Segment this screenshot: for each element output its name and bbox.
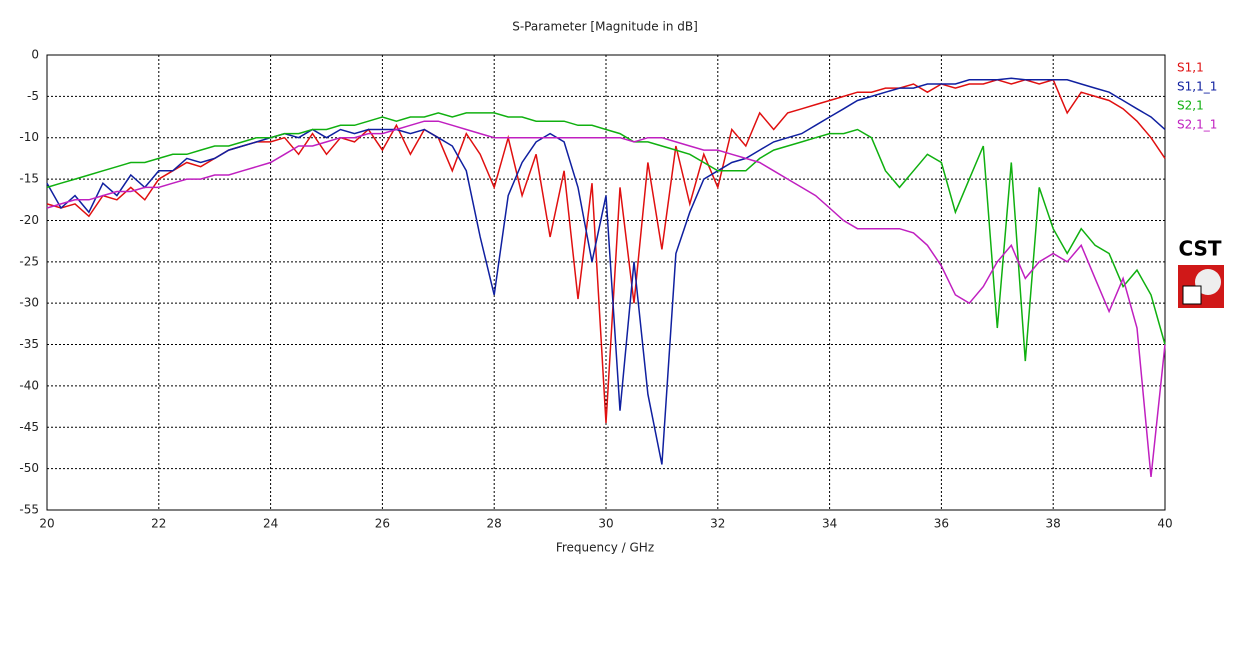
y-tick-label: -20 [19, 213, 39, 227]
x-tick-label: 34 [822, 517, 837, 531]
x-tick-label: 26 [375, 517, 390, 531]
legend-label: S1,1 [1177, 61, 1204, 75]
y-tick-label: 0 [31, 48, 39, 62]
x-tick-label: 28 [487, 517, 502, 531]
chart-title: S-Parameter [Magnitude in dB] [512, 20, 698, 34]
y-tick-label: -5 [27, 89, 39, 103]
x-tick-label: 38 [1046, 517, 1061, 531]
y-tick-label: -25 [19, 254, 39, 268]
logo-cube [1182, 285, 1202, 305]
legend-label: S1,1_1 [1177, 80, 1217, 94]
y-tick-label: -50 [19, 461, 39, 475]
logo-text: CST [1178, 237, 1221, 261]
y-tick-label: -35 [19, 337, 39, 351]
series-line [46, 120, 1166, 477]
plot-frame [46, 54, 1166, 511]
x-tick-label: 40 [1157, 517, 1172, 531]
legend-label: S2,1 [1177, 99, 1204, 113]
series-line [46, 112, 1166, 362]
x-tick-label: 32 [710, 517, 725, 531]
x-tick-label: 36 [934, 517, 949, 531]
x-tick-label: 22 [151, 517, 166, 531]
x-tick-label: 30 [598, 517, 613, 531]
x-axis-label: Frequency / GHz [556, 541, 654, 555]
series-line [46, 77, 1166, 465]
x-tick-label: 20 [39, 517, 54, 531]
y-tick-label: -45 [19, 420, 39, 434]
legend-label: S2,1_1 [1177, 118, 1217, 132]
y-tick-label: -55 [19, 503, 39, 517]
y-tick-label: -10 [19, 130, 39, 144]
y-tick-label: -30 [19, 296, 39, 310]
y-tick-label: -40 [19, 378, 39, 392]
x-tick-label: 24 [263, 517, 278, 531]
y-tick-label: -15 [19, 172, 39, 186]
cst-logo: CST [1178, 237, 1224, 308]
